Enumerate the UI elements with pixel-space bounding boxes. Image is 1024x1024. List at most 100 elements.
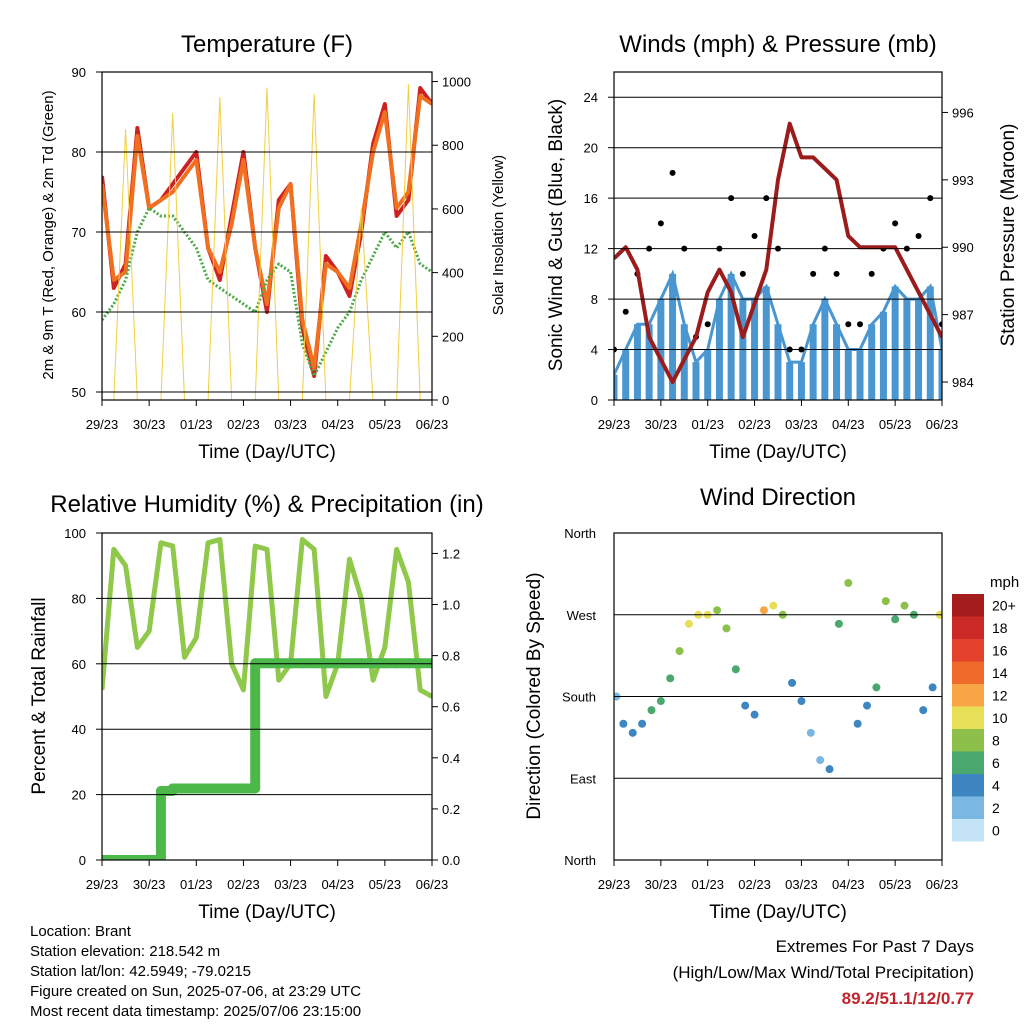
gust-point xyxy=(704,321,711,328)
colorbar: 20+ 18 16 14 12 10 8 6 4 2 0 xyxy=(952,594,1016,842)
x-tick-label: 02/23 xyxy=(738,417,771,432)
panel-2: 0 4 8 12 16 20 24 984 987 990 993 996 29/23 30/23 01/2… xyxy=(584,71,974,432)
precip-point xyxy=(108,855,119,860)
gust-point xyxy=(868,270,875,277)
colorbar-swatch xyxy=(952,729,984,752)
y-tick-label-right: 1000 xyxy=(442,75,471,90)
colorbar-label: 10 xyxy=(992,710,1008,726)
colorbar-label: 2 xyxy=(992,800,1000,816)
y-tick-label-right: 200 xyxy=(442,329,464,344)
direction-point xyxy=(638,719,647,728)
y-tick-label-right: 993 xyxy=(952,173,974,188)
direction-point xyxy=(797,697,806,706)
axes-frame xyxy=(101,532,433,861)
x-tick-label: 30/23 xyxy=(133,877,166,892)
colorbar-label: 16 xyxy=(992,642,1008,658)
x-tick-label: 05/23 xyxy=(879,417,912,432)
plot-area xyxy=(614,121,942,400)
y-tick-label-right: 0.6 xyxy=(442,700,460,715)
y-tick-label: 0 xyxy=(79,853,86,868)
panel-3: 0 20 40 60 80 100 0.0 0.2 0.4 0.6 0.8 1.0 1.2 29/23 30… xyxy=(64,526,460,892)
x-tick-label: 02/23 xyxy=(227,417,260,432)
x-tick-label: 06/23 xyxy=(416,417,449,432)
x-tick-label: 04/23 xyxy=(321,417,354,432)
colorbar-swatch xyxy=(952,774,984,797)
direction-point xyxy=(919,706,928,715)
plot-area xyxy=(614,578,942,774)
x-tick-label: 05/23 xyxy=(879,877,912,892)
precip-point xyxy=(368,658,379,669)
precip-point xyxy=(226,783,237,794)
colorbar-swatch xyxy=(952,639,984,662)
direction-point xyxy=(769,601,778,610)
y-tick-label-right: 996 xyxy=(952,105,974,120)
temperature-xlabel: Time (Day/UTC) xyxy=(198,442,336,463)
y-tick-label: 0 xyxy=(591,393,598,408)
humidity-xlabel: Time (Day/UTC) xyxy=(198,902,336,923)
y-tick-label: 80 xyxy=(72,591,86,606)
y-tick-label: 60 xyxy=(72,305,86,320)
direction-point xyxy=(741,701,750,710)
y-tick-label: 70 xyxy=(72,225,86,240)
gust-point xyxy=(915,233,922,239)
direction-point xyxy=(722,624,731,633)
precip-point xyxy=(297,658,308,669)
y-tick-label-right: 984 xyxy=(952,375,974,390)
direction-ylabel: Direction (Colored By Speed) xyxy=(524,572,545,819)
y-tick-label-right: 800 xyxy=(442,138,464,153)
direction-point xyxy=(619,719,628,728)
x-tick-label: 06/23 xyxy=(926,877,959,892)
precip-point xyxy=(391,658,402,669)
precip-point xyxy=(273,658,284,669)
direction-point xyxy=(825,765,834,774)
precip-point xyxy=(167,783,178,794)
x-tick-label: 30/23 xyxy=(645,877,678,892)
colorbar-swatch xyxy=(952,819,984,842)
x-tick-label: 04/23 xyxy=(832,877,865,892)
y-tick-label: 12 xyxy=(584,242,598,257)
gust-point xyxy=(751,233,758,239)
precip-point xyxy=(356,658,367,669)
colorbar-swatch xyxy=(952,661,984,684)
humidity-ylabel: Percent & Total Rainfall xyxy=(29,597,50,794)
x-tick-label: 30/23 xyxy=(645,417,678,432)
direction-point xyxy=(713,606,722,615)
y-tick-label: 24 xyxy=(584,90,598,105)
y-tick-label: 16 xyxy=(584,191,598,206)
colorbar-swatch xyxy=(952,706,984,729)
series-2m-td xyxy=(102,206,432,378)
direction-point xyxy=(928,683,937,692)
gust-point xyxy=(669,169,676,176)
x-tick-label: 03/23 xyxy=(274,877,307,892)
info-recent: Most recent data timestamp: 2025/07/06 2… xyxy=(30,1003,362,1020)
direction-point xyxy=(628,728,637,737)
direction-point xyxy=(806,728,815,737)
gust-point xyxy=(657,220,664,227)
y-tick-label: 20 xyxy=(584,141,598,156)
x-tick-label: 02/23 xyxy=(738,877,771,892)
direction-title: Wind Direction xyxy=(700,484,856,511)
series-precipitation xyxy=(102,658,432,860)
x-tick-label: 06/23 xyxy=(926,417,959,432)
colorbar-label: 6 xyxy=(992,755,1000,771)
y-tick-label-right: 1.0 xyxy=(442,598,460,613)
station-info: Location: Brant Station elevation: 218.5… xyxy=(30,922,361,1022)
colorbar-label: 8 xyxy=(992,732,1000,748)
x-tick-label: 30/23 xyxy=(133,417,166,432)
y-tick-label: 50 xyxy=(72,385,86,400)
y-tick-label: 60 xyxy=(72,657,86,672)
axes-frame xyxy=(101,71,433,401)
direction-point xyxy=(881,597,890,606)
axes-frame xyxy=(613,71,943,401)
x-tick-label: 03/23 xyxy=(785,877,818,892)
direction-point xyxy=(816,756,825,765)
y-tick-label-right: 990 xyxy=(952,240,974,255)
colorbar-label: 18 xyxy=(992,620,1008,636)
series-solar xyxy=(102,84,432,400)
y-tick-label: West xyxy=(567,608,597,623)
axes-frame xyxy=(613,532,943,861)
extremes-subtitle: (High/Low/Max Wind/Total Precipitation) xyxy=(672,963,974,982)
colorbar-label: 12 xyxy=(992,687,1008,703)
precip-point xyxy=(214,783,225,794)
